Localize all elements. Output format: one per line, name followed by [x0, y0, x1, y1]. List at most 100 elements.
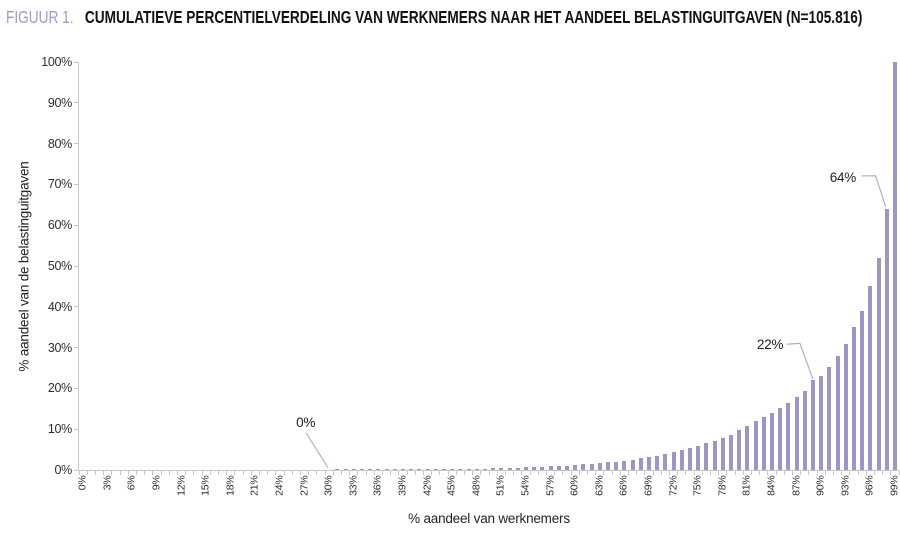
x-tick-label: 90% [814, 475, 827, 496]
annotation-label: 0% [296, 414, 316, 430]
bar-percentile-67 [630, 459, 635, 470]
annotation-label: 64% [829, 169, 857, 185]
x-tick [554, 471, 556, 475]
x-tick [86, 471, 88, 475]
x-tick-label: 69% [642, 475, 655, 496]
x-tick-label: 81% [740, 475, 753, 496]
x-tick [324, 471, 326, 475]
bar-percentile-98 [884, 208, 889, 470]
x-tick-label: 21% [248, 475, 261, 496]
bar-percentile-76 [704, 443, 709, 470]
x-tick [652, 471, 654, 475]
bar-percentile-88 [802, 390, 807, 470]
x-tick [168, 471, 170, 475]
x-tick [275, 471, 277, 475]
bar-percentile-65 [614, 461, 619, 470]
bar-percentile-32 [343, 468, 348, 470]
bar-percentile-71 [663, 453, 668, 470]
bar-percentile-93 [843, 343, 848, 470]
x-tick [431, 471, 433, 475]
x-tick [209, 471, 211, 475]
bar-percentile-51 [499, 468, 504, 470]
x-tick [750, 471, 752, 475]
y-tick-label: 50% [47, 259, 72, 273]
x-tick-label: 66% [617, 475, 630, 496]
bar-percentile-46 [458, 468, 463, 470]
bar-percentile-80 [737, 430, 742, 470]
bar-percentile-68 [638, 458, 643, 470]
bar-percentile-96 [868, 286, 873, 470]
x-tick [234, 471, 236, 475]
bar-percentile-33 [351, 468, 356, 470]
x-tick [857, 471, 859, 475]
x-tick [242, 471, 244, 475]
x-tick [865, 471, 867, 475]
x-tick [144, 471, 146, 475]
x-tick [176, 471, 178, 475]
x-tick [406, 471, 408, 475]
x-tick-label: 96% [863, 475, 876, 496]
x-tick [627, 471, 629, 475]
bar-percentile-55 [532, 467, 537, 470]
x-tick-label: 3% [101, 475, 114, 491]
bar-percentile-91 [827, 366, 832, 470]
y-tick-label: 20% [47, 381, 72, 396]
x-tick [545, 471, 547, 475]
x-tick [185, 471, 187, 475]
x-tick [283, 471, 285, 475]
bar-percentile-53 [515, 467, 520, 470]
x-tick [455, 471, 457, 475]
x-tick-label: 36% [371, 475, 384, 496]
y-tick-label: 100% [41, 55, 72, 69]
bar-percentile-31 [335, 468, 340, 470]
bar-percentile-61 [581, 464, 586, 470]
x-tick-label: 12% [175, 475, 187, 496]
y-tick-label: 70% [47, 177, 72, 192]
bar-percentile-42 [425, 468, 430, 470]
y-tick [74, 102, 78, 104]
x-tick [791, 471, 793, 475]
bar-percentile-35 [368, 468, 373, 470]
x-tick [94, 471, 96, 475]
bar-percentile-84 [769, 412, 774, 470]
x-tick [685, 471, 687, 475]
y-axis-line [78, 62, 79, 470]
x-tick [267, 471, 269, 475]
y-tick [74, 61, 78, 63]
y-tick [74, 306, 78, 308]
x-tick-label: 45% [445, 475, 458, 496]
x-tick [135, 471, 137, 475]
bar-percentile-77 [712, 440, 717, 470]
x-tick [800, 471, 802, 475]
x-tick [595, 471, 597, 475]
x-tick [693, 471, 695, 475]
bar-percentile-87 [794, 397, 799, 470]
x-tick [373, 471, 375, 475]
bar-percentile-81 [745, 425, 750, 470]
bar-percentile-47 [466, 468, 471, 470]
x-tick [250, 471, 252, 475]
x-tick [775, 471, 777, 475]
x-tick-label: 33% [347, 475, 360, 496]
bar-percentile-89 [810, 380, 815, 470]
x-tick [521, 471, 523, 475]
x-tick [226, 471, 228, 475]
bar-percentile-64 [605, 462, 610, 470]
x-tick [504, 471, 506, 475]
x-tick-label: 30% [322, 475, 335, 496]
y-tick [74, 224, 78, 226]
x-tick [127, 471, 129, 475]
x-tick [349, 471, 351, 475]
bar-percentile-94 [851, 327, 856, 470]
x-tick [578, 471, 580, 475]
x-tick [660, 471, 662, 475]
x-tick [390, 471, 392, 475]
bar-percentile-72 [671, 452, 676, 470]
bar-percentile-86 [786, 403, 791, 470]
x-tick [201, 471, 203, 475]
x-axis-title: % aandeel van werknemers [408, 511, 570, 526]
x-tick [882, 471, 884, 475]
bar-percentile-90 [819, 375, 824, 470]
x-tick-label: 42% [421, 475, 433, 496]
annotation-leader [786, 342, 814, 380]
